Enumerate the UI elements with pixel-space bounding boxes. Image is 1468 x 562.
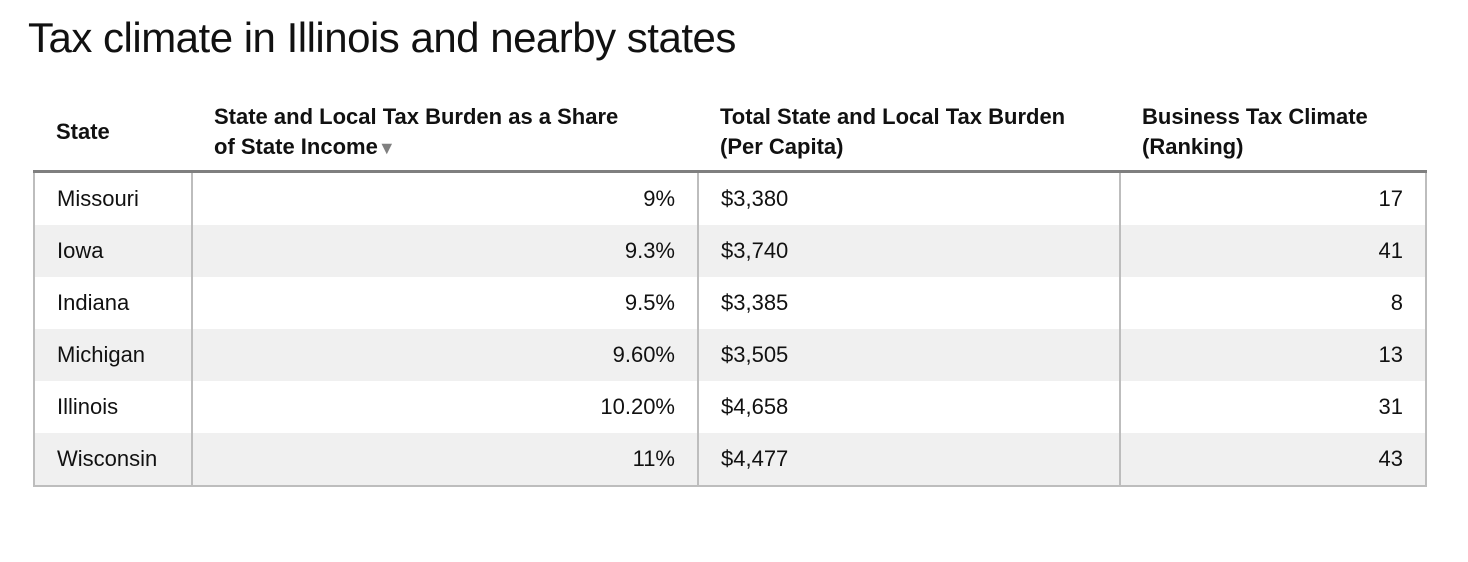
cell-state: Missouri <box>33 171 193 225</box>
tax-table: State State and Local Tax Burden as a Sh… <box>33 94 1427 487</box>
cell-state: Indiana <box>33 277 193 329</box>
cell-tax-share: 9.60% <box>192 329 699 381</box>
table-row: Illinois 10.20% $4,658 31 <box>33 381 1427 433</box>
column-header-tax-share[interactable]: State and Local Tax Burden as a Share of… <box>192 94 698 173</box>
cell-per-capita: $3,385 <box>698 277 1121 329</box>
column-header-ranking-line1: Business Tax Climate <box>1142 104 1368 129</box>
cell-state: Wisconsin <box>33 433 193 487</box>
table-row: Michigan 9.60% $3,505 13 <box>33 329 1427 381</box>
cell-per-capita: $3,380 <box>698 171 1121 225</box>
table-row: Iowa 9.3% $3,740 41 <box>33 225 1427 277</box>
cell-state: Iowa <box>33 225 193 277</box>
cell-ranking: 8 <box>1120 277 1427 329</box>
tax-table-container: State State and Local Tax Burden as a Sh… <box>33 94 1427 487</box>
cell-ranking: 31 <box>1120 381 1427 433</box>
table-row: Missouri 9% $3,380 17 <box>33 171 1427 225</box>
page-title: Tax climate in Illinois and nearby state… <box>28 14 736 61</box>
cell-state: Michigan <box>33 329 193 381</box>
cell-ranking: 43 <box>1120 433 1427 487</box>
column-header-ranking-line2: (Ranking) <box>1142 134 1244 159</box>
cell-ranking: 13 <box>1120 329 1427 381</box>
cell-ranking: 17 <box>1120 171 1427 225</box>
column-header-tax-share-line1: State and Local Tax Burden as a Share <box>214 103 619 129</box>
sort-descending-icon[interactable]: ▼ <box>377 137 396 158</box>
cell-per-capita: $4,477 <box>698 433 1121 487</box>
column-header-per-capita-line2: (Per Capita) <box>720 134 844 159</box>
table-row: Indiana 9.5% $3,385 8 <box>33 277 1427 329</box>
cell-tax-share: 10.20% <box>192 381 699 433</box>
cell-ranking: 41 <box>1120 225 1427 277</box>
cell-per-capita: $3,505 <box>698 329 1121 381</box>
header-row: State State and Local Tax Burden as a Sh… <box>34 94 1426 173</box>
cell-state: Illinois <box>33 381 193 433</box>
column-header-tax-share-line2: of State Income <box>214 133 378 159</box>
column-header-per-capita-line1: Total State and Local Tax Burden <box>720 104 1066 129</box>
column-header-state-label: State <box>56 119 110 144</box>
table-row: Wisconsin 11% $4,477 43 <box>33 433 1427 487</box>
table-header: State State and Local Tax Burden as a Sh… <box>34 94 1426 173</box>
cell-per-capita: $4,658 <box>698 381 1121 433</box>
cell-tax-share: 11% <box>192 433 699 487</box>
table-body: Missouri 9% $3,380 17 Iowa 9.3% $3,740 4… <box>33 171 1427 487</box>
column-header-per-capita[interactable]: Total State and Local Tax Burden (Per Ca… <box>698 94 1120 173</box>
column-header-state[interactable]: State <box>34 94 192 173</box>
cell-tax-share: 9.3% <box>192 225 699 277</box>
cell-per-capita: $3,740 <box>698 225 1121 277</box>
column-header-ranking[interactable]: Business Tax Climate (Ranking) <box>1120 94 1426 173</box>
cell-tax-share: 9% <box>192 171 699 225</box>
cell-tax-share: 9.5% <box>192 277 699 329</box>
